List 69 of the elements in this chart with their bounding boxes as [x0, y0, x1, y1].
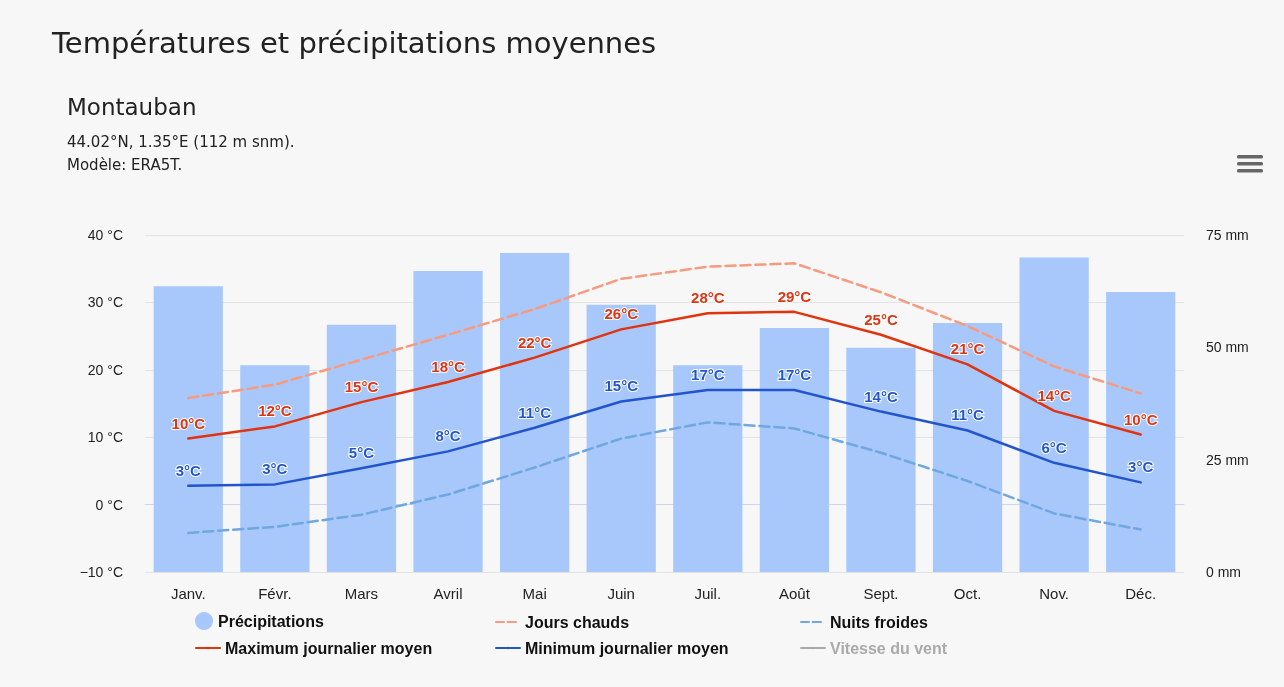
bar — [846, 347, 916, 572]
y-tick-label: 30 °C — [87, 294, 123, 311]
bar — [153, 286, 223, 572]
bar — [326, 324, 397, 572]
chart-title: Températures et précipitations moyennes — [52, 26, 657, 60]
x-tick-label: Oct. — [953, 585, 982, 602]
chart-subtitle: Montauban — [67, 94, 197, 120]
x-tick-label: Sept. — [863, 585, 899, 602]
data-label: 3°C — [262, 460, 288, 478]
data-label: 8°C — [435, 427, 461, 445]
bar — [240, 365, 310, 572]
legend-label: Jours chauds — [525, 613, 630, 631]
legend-label: Nuits froides — [830, 613, 928, 631]
x-tick-label: Nov. — [1039, 585, 1069, 602]
data-label: 14°C — [864, 387, 898, 405]
data-label: 5°C — [348, 444, 375, 462]
data-label: 11°C — [951, 406, 985, 424]
bar — [1019, 257, 1089, 572]
bar — [932, 323, 1003, 572]
data-label: 3°C — [1128, 458, 1154, 476]
legend-label: Vitesse du vent — [830, 639, 948, 657]
x-tick-label: Juin — [607, 585, 635, 602]
text: Modèle: ERA5T. — [67, 155, 184, 176]
data-label: 15°C — [604, 377, 639, 395]
legend-label: Minimum journalier moyen — [525, 639, 729, 657]
y2-tick-label: 50 mm — [1206, 339, 1249, 356]
x-tick-label: Déc. — [1125, 585, 1157, 602]
x-tick-label: Mars — [344, 585, 379, 602]
data-label: 17°C — [777, 366, 812, 384]
legend-label: Maximum journalier moyen — [225, 639, 433, 657]
data-label: 14°C — [1037, 386, 1072, 404]
data-label: 17°C — [691, 366, 725, 384]
y2-tick-label: 0 mm — [1206, 564, 1241, 580]
data-label: 12°C — [258, 402, 292, 420]
line-series — [187, 262, 1142, 400]
text: 44.02°N, 1.35°E (112 m snm). — [67, 132, 295, 153]
data-label: 28°C — [691, 289, 725, 307]
x-tick-label: Févr. — [258, 585, 292, 602]
data-label: 18°C — [431, 357, 465, 375]
data-label: 10°C — [171, 414, 206, 432]
y2-tick-label: 75 mm — [1206, 227, 1249, 243]
data-label: 26°C — [604, 305, 639, 323]
data-label: 25°C — [864, 310, 898, 328]
data-label: 3°C — [175, 461, 202, 479]
x-tick-label: Janv. — [170, 585, 206, 602]
x-tick-label: Juil. — [694, 585, 722, 602]
data-label: 22°C — [517, 333, 552, 351]
legend-label: Précipitations — [218, 612, 324, 630]
data-label: 21°C — [950, 340, 985, 358]
y-tick-label: 20 °C — [87, 361, 123, 378]
y-tick-label: 40 °C — [87, 227, 123, 243]
bar — [413, 270, 483, 572]
y-tick-label: 0 °C — [95, 496, 123, 513]
bar — [673, 365, 743, 572]
data-label: 15°C — [344, 378, 379, 396]
y-tick-label: 10 °C — [87, 429, 123, 446]
x-tick-label: Avril — [433, 585, 463, 602]
x-tick-label: Mai — [522, 585, 547, 602]
bar — [1106, 292, 1176, 572]
data-label: 29°C — [777, 287, 812, 305]
bar — [499, 252, 570, 572]
bar — [586, 304, 656, 572]
y2-tick-label: 25 mm — [1206, 451, 1249, 468]
data-label: 6°C — [1041, 438, 1067, 456]
x-tick-label: Août — [778, 585, 811, 602]
data-label: 10°C — [1123, 410, 1158, 428]
bar — [759, 328, 830, 572]
y-tick-label: −10 °C — [79, 564, 123, 580]
data-label: 11°C — [518, 403, 552, 421]
